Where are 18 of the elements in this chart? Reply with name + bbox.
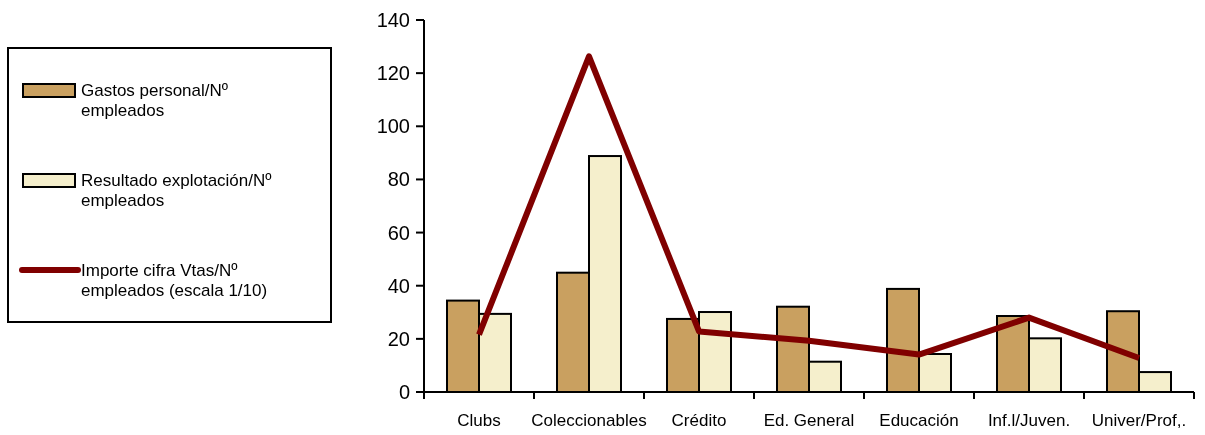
y-tick-label: 80 (387, 168, 410, 191)
x-tick-label: Clubs (457, 411, 501, 430)
legend-label: Resultado explotación/Nº empleados (81, 170, 272, 211)
y-tick-label: 40 (387, 274, 410, 297)
x-tick-label: Coleccionables (531, 411, 647, 430)
y-tick-label: 60 (387, 221, 410, 244)
x-tick-label: Inf.l/Juven. (987, 411, 1071, 430)
y-tick-label: 0 (398, 381, 410, 403)
y-tick-label: 100 (376, 115, 410, 138)
x-tick-label: Crédito (671, 411, 727, 430)
y-tick-label: 140 (376, 9, 410, 31)
x-tick-label: Univer/Prof,. (1091, 411, 1187, 430)
y-tick-label: 120 (376, 62, 410, 85)
y-tick-label: 20 (387, 327, 410, 350)
legend-label: Importe cifra Vtas/Nº empleados (escala 1/10) (81, 260, 268, 301)
legend-label: Gastos personal/Nº empleados (81, 80, 228, 121)
x-tick-label: Ed. General (763, 411, 855, 430)
x-tick-label: Educación (879, 411, 959, 430)
